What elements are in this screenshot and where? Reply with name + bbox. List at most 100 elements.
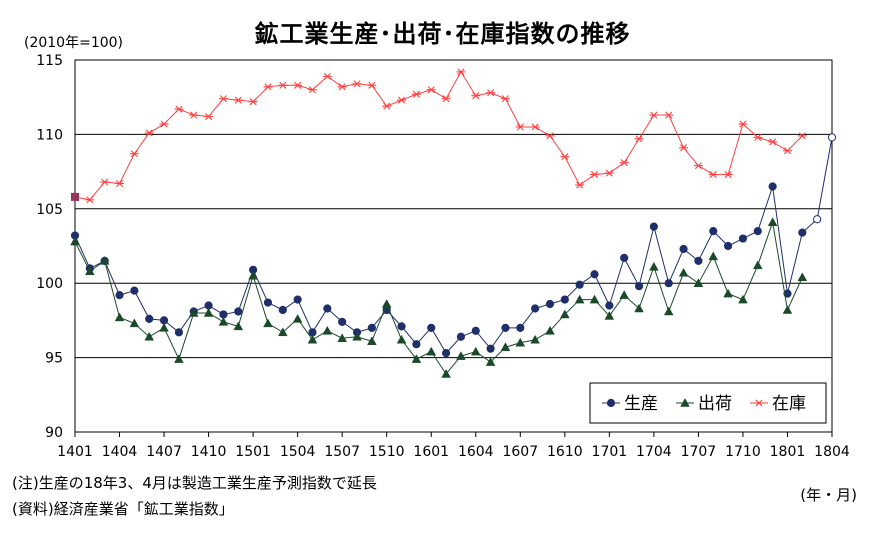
data-point	[560, 295, 569, 304]
x-tick-label: 1401	[57, 444, 93, 460]
data-point	[174, 328, 184, 337]
data-point	[292, 313, 303, 323]
forecast-point	[827, 133, 837, 142]
y-unit-label: (2010年=100)	[24, 35, 124, 51]
data-point	[767, 217, 778, 226]
data-point	[605, 301, 614, 310]
legend-marker	[606, 398, 616, 408]
x-tick-label: 1501	[235, 444, 271, 460]
y-tick-label: 100	[36, 276, 63, 292]
data-point	[575, 181, 585, 189]
data-point	[456, 68, 466, 76]
data-point	[590, 171, 600, 179]
data-point	[708, 251, 719, 261]
y-tick-label: 90	[45, 425, 63, 441]
plot-area	[74, 59, 833, 433]
data-point	[307, 334, 318, 344]
data-point	[278, 81, 288, 89]
data-point	[159, 322, 169, 332]
data-point	[782, 305, 793, 314]
x-tick-label: 1504	[280, 444, 316, 460]
data-point	[738, 120, 748, 128]
data-point	[678, 267, 689, 277]
data-point	[693, 162, 703, 170]
data-point	[337, 333, 348, 343]
data-point	[679, 244, 688, 254]
data-point	[99, 255, 110, 265]
data-point	[545, 132, 555, 140]
data-point	[620, 253, 629, 263]
data-point	[100, 178, 110, 186]
data-point	[352, 80, 362, 88]
data-point	[753, 133, 763, 141]
x-tick-label: 1707	[681, 444, 717, 460]
data-point	[723, 288, 733, 298]
data-point	[204, 301, 213, 310]
data-point	[263, 83, 273, 91]
data-point	[471, 92, 481, 100]
data-point	[115, 179, 125, 188]
data-point	[470, 346, 481, 356]
data-point	[248, 98, 258, 106]
data-point	[396, 334, 407, 344]
data-point	[545, 299, 555, 309]
data-point	[634, 303, 644, 313]
data-point	[204, 113, 214, 121]
x-tick-label: 1407	[146, 444, 182, 460]
data-point	[634, 135, 644, 143]
note-line: (注)生産の18年3、4月は製造工業生産予測指数で延長	[12, 474, 377, 492]
source-line: (資料)経済産業省「鉱工業指数」	[12, 500, 234, 518]
legend-marker	[680, 398, 690, 407]
data-point	[85, 266, 95, 276]
data-point	[234, 307, 243, 316]
x-tick-label: 1410	[191, 444, 227, 460]
data-point	[338, 317, 347, 326]
data-point	[664, 111, 674, 119]
data-point	[604, 169, 614, 177]
data-point	[441, 369, 451, 378]
data-point	[574, 294, 585, 304]
data-point	[308, 328, 317, 337]
data-point	[114, 312, 125, 322]
x-axis: 1401 1404 1407 1410 1501 1504 1507 1510 1601 1604…	[57, 432, 850, 460]
data-point	[560, 153, 570, 161]
legend-label: 生産	[624, 394, 658, 414]
data-point	[589, 294, 600, 304]
y-tick-label: 115	[36, 53, 63, 69]
data-point	[411, 90, 421, 98]
data-point	[693, 278, 704, 287]
data-point	[367, 323, 376, 332]
data-point	[219, 310, 228, 319]
data-point	[85, 196, 95, 204]
data-point	[159, 120, 169, 128]
x-tick-label: 1404	[102, 444, 138, 460]
data-point	[782, 147, 792, 155]
data-point	[130, 286, 139, 295]
data-point	[500, 95, 510, 103]
data-point	[397, 322, 406, 331]
data-point	[337, 83, 347, 91]
data-point	[144, 129, 154, 137]
x-tick-label: 1607	[502, 444, 538, 460]
data-point	[145, 314, 154, 324]
x-tick-label: 1510	[369, 444, 405, 460]
data-point	[738, 234, 748, 243]
legend-label: 在庫	[772, 394, 806, 414]
data-point	[174, 105, 184, 113]
data-point	[471, 326, 480, 335]
data-point	[798, 228, 807, 237]
data-point	[381, 299, 392, 308]
data-point	[797, 132, 807, 140]
data-point	[531, 304, 540, 313]
x-tick-label: 1710	[725, 444, 761, 460]
data-point	[590, 270, 599, 279]
data-point	[174, 354, 184, 363]
data-point	[752, 260, 763, 270]
data-point	[218, 316, 229, 326]
data-point	[159, 316, 169, 325]
data-point	[516, 323, 525, 332]
data-point	[203, 308, 214, 317]
data-point	[456, 332, 466, 341]
data-point	[649, 222, 658, 231]
data-point	[708, 171, 718, 179]
